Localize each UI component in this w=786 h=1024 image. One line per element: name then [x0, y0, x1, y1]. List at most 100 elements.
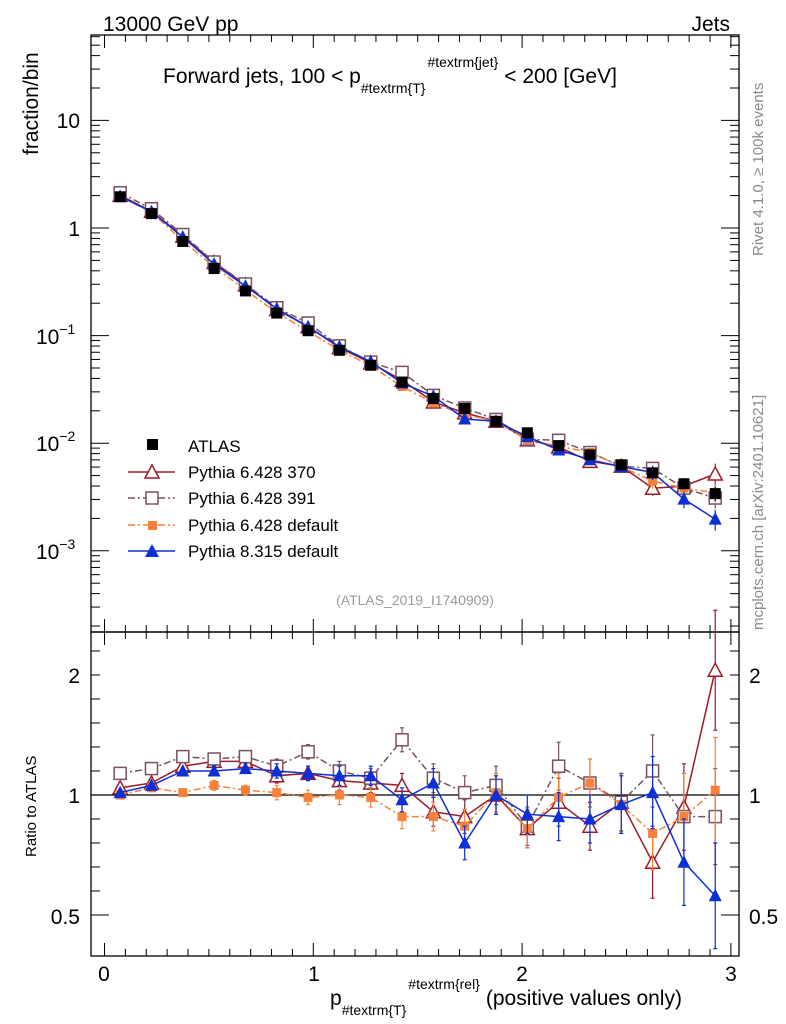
x-tick-label-3: 3	[725, 963, 737, 986]
x-label-post: (positive values only)	[486, 987, 682, 1010]
header-collision: 13000 GeV pp	[103, 13, 238, 36]
ratio-tick-label-0.5-right: 0.5	[749, 906, 778, 929]
ratio-point	[303, 792, 313, 802]
y-tick-1e-2-exp: −2	[59, 428, 75, 444]
legend-label-p8-default: Pythia 8.315 default	[188, 542, 339, 561]
ratio-point	[144, 778, 158, 791]
ratio-point	[301, 745, 315, 759]
x-label-superscript: #textrm{rel}	[408, 976, 480, 992]
ratio-point	[207, 752, 221, 766]
ratio-point	[178, 788, 188, 798]
reference-point	[427, 393, 439, 405]
ratio-point	[648, 828, 658, 838]
ratio-point	[552, 809, 566, 823]
ratio-point	[395, 792, 409, 806]
ratio-point	[113, 766, 127, 781]
title-superscript: #textrm{jet}	[427, 54, 498, 70]
ratio-point	[238, 761, 252, 775]
ratio-panel-data	[111, 609, 724, 950]
y-axis-label: fraction/bin	[20, 52, 43, 155]
reference-point	[647, 467, 659, 479]
legend-marker-p8-default	[145, 544, 159, 557]
plot-title: Forward jets, 100 < p#textrm{T}#textrm{j…	[163, 54, 617, 96]
ratio-line	[120, 782, 716, 835]
ratio-point	[332, 768, 346, 782]
ratio-point	[270, 764, 284, 777]
ratio-point	[457, 785, 472, 800]
legend-label-p6-370: Pythia 6.428 370	[188, 463, 316, 482]
reference-point	[521, 427, 533, 439]
x-axis-label: p#textrm{T}#textrm{rel} (positive values …	[330, 976, 682, 1018]
data-point	[708, 512, 722, 525]
reference-point	[145, 208, 157, 220]
ratio-point	[397, 812, 407, 822]
y-tick-label-1e-3: 10−3	[36, 536, 76, 564]
x-tick-label-0: 0	[98, 963, 110, 986]
mcplots-label: mcplots.cern.ch [arXiv:2401.10621]	[750, 395, 767, 630]
ratio-point	[238, 749, 253, 764]
y-tick-1e-2-base: 10	[36, 433, 59, 456]
reference-point	[490, 415, 502, 427]
ratio-point	[551, 759, 566, 773]
ratio-point	[458, 836, 472, 849]
legend-marker-atlas	[147, 439, 158, 450]
reference-point	[114, 191, 126, 203]
main-panel-data	[111, 186, 724, 531]
y-tick-1e-1-base: 10	[36, 326, 59, 349]
y-tick-label-10: 10	[57, 110, 80, 133]
legend-marker-p6-370	[143, 463, 161, 479]
ratio-point	[426, 776, 440, 789]
ratio-point	[708, 888, 722, 902]
legend-label-p6-391: Pythia 6.428 391	[188, 489, 316, 508]
ratio-point	[489, 788, 503, 801]
y-tick-label-1: 1	[68, 218, 80, 241]
reference-point	[333, 344, 345, 356]
reference-point	[459, 403, 471, 415]
series-main-pythia-6-428-391	[113, 186, 722, 509]
ratio-point	[209, 780, 219, 790]
ratio-point	[585, 778, 595, 788]
data-point	[648, 476, 658, 486]
series-main-atlas	[114, 191, 721, 502]
data-point	[706, 465, 724, 481]
y-tick-label-1e-2: 10−2	[36, 428, 76, 456]
ratio-panel-frame	[90, 631, 740, 957]
series-ratio-pythia-6-428-370	[111, 609, 724, 899]
analysis-id: (ATLAS_2019_I1740909)	[336, 592, 494, 608]
x-tick-label-2: 2	[516, 963, 528, 986]
ratio-point	[706, 661, 724, 677]
ratio-point	[144, 761, 159, 776]
title-pre: Forward jets, 100 < p	[163, 65, 361, 88]
x-label-subscript: #textrm{T}	[342, 1002, 407, 1018]
ratio-point	[677, 855, 691, 868]
y-tick-label-1e-1: 10−1	[36, 321, 76, 349]
axis-ticks	[91, 35, 739, 956]
reference-point	[271, 307, 283, 319]
ratio-tick-label-2: 2	[68, 665, 80, 688]
series-main-pythia-6-428-default	[115, 192, 720, 505]
ratio-point	[614, 797, 628, 811]
ratio-point	[207, 764, 221, 777]
x-tick-label-1: 1	[308, 963, 320, 986]
ratio-axis-label: Ratio to ATLAS	[23, 756, 40, 857]
ratio-point	[334, 790, 344, 800]
header-topic: Jets	[691, 13, 730, 36]
x-label-pre: p	[330, 987, 342, 1010]
title-subscript: #textrm{T}	[361, 80, 426, 96]
legend: ATLAS Pythia 6.428 370 Pythia 6.428 391 …	[128, 437, 339, 561]
legend-label-atlas: ATLAS	[188, 437, 241, 456]
ratio-point	[364, 768, 378, 782]
ratio-point	[520, 807, 534, 820]
series-ratio-pythia-6-428-default	[115, 736, 720, 871]
ratio-point	[240, 785, 250, 795]
y-tick-1e-1-exp: −1	[59, 321, 75, 337]
reference-point	[584, 449, 596, 461]
series-ratio-pythia-6-428-391	[113, 727, 722, 866]
legend-label-p6-default: Pythia 6.428 default	[188, 516, 339, 535]
reference-point	[208, 263, 220, 275]
data-point	[458, 411, 472, 425]
y-tick-1e-3-base: 10	[36, 541, 59, 564]
title-post: < 200 [GeV]	[504, 65, 617, 88]
ratio-tick-label-1-right: 1	[749, 785, 761, 808]
